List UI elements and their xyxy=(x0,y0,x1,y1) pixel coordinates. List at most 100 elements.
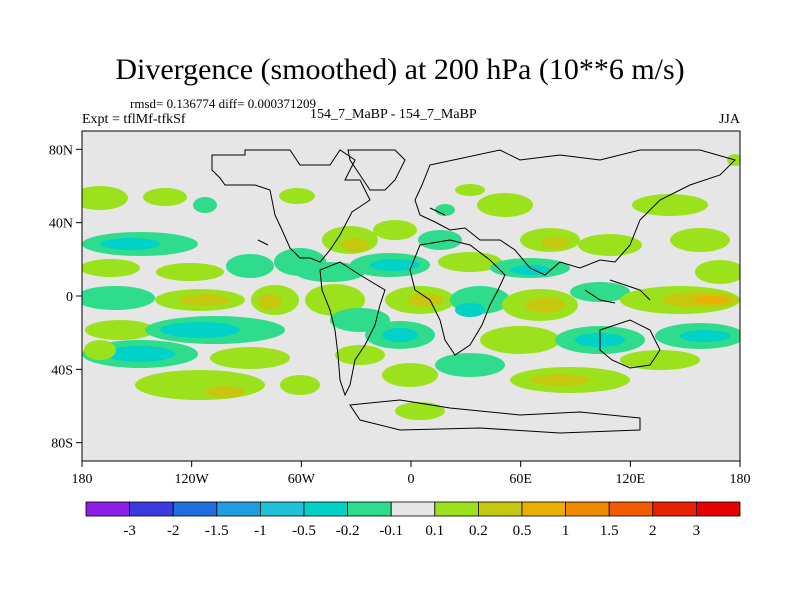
contour-region xyxy=(477,193,533,217)
contour-region xyxy=(455,303,485,317)
colorbar-swatch xyxy=(608,501,654,517)
contour-region xyxy=(341,238,369,252)
runs-label: 154_7_MaBP - 154_7_MaBP xyxy=(310,107,477,122)
contour-region xyxy=(694,296,730,304)
coastline-australia xyxy=(599,319,661,369)
y-tick-label: 80N xyxy=(49,143,73,158)
contour-region xyxy=(570,282,630,302)
colorbar-label: 1 xyxy=(562,523,570,539)
contour-region xyxy=(530,374,590,386)
contour-region xyxy=(135,370,265,400)
colorbar-swatch xyxy=(652,501,697,517)
contour-region xyxy=(305,284,365,316)
contour-region xyxy=(510,265,550,275)
contour-region xyxy=(680,330,730,342)
contour-region xyxy=(205,386,245,398)
x-tick-label: 120W xyxy=(175,472,210,487)
x-tick-label: 0 xyxy=(408,472,415,487)
contour-region xyxy=(525,297,565,313)
colorbar-swatch xyxy=(172,501,218,517)
contour-region xyxy=(180,294,230,306)
contour-region xyxy=(193,197,217,213)
contour-region xyxy=(105,346,175,362)
contour-region xyxy=(156,263,224,281)
contour-region xyxy=(370,259,420,271)
colorbar-label: 0.2 xyxy=(469,523,488,539)
colorbar-swatch xyxy=(434,501,479,517)
axes: 180 120W 60W 0 60E 120E 180 80N 40N 0 40S 80S xyxy=(49,143,751,487)
colorbar-label: -1.5 xyxy=(205,523,229,539)
colorbar-label: -0.2 xyxy=(336,523,360,539)
x-tick-label: 60E xyxy=(509,472,532,487)
experiment-label: Expt = tflMf-tfkSf xyxy=(82,112,186,127)
contour-region xyxy=(100,238,160,250)
contour-region xyxy=(541,237,569,249)
colorbar-label: 0.1 xyxy=(425,523,444,539)
colorbar-swatch xyxy=(347,501,392,517)
colorbar-label: 0.5 xyxy=(513,523,532,539)
contour-region xyxy=(435,353,505,377)
coastline-islands xyxy=(257,207,651,304)
contour-region xyxy=(578,234,642,256)
colorbar-swatch xyxy=(477,501,523,517)
contour-region xyxy=(382,328,418,342)
contour-region xyxy=(82,286,155,310)
contour-region xyxy=(395,402,445,420)
contour-region xyxy=(82,259,140,277)
colorbar-swatch xyxy=(85,501,130,517)
stats-text: rmsd= 0.136774 diff= 0.000371209 xyxy=(130,96,316,111)
contour-region xyxy=(418,230,462,250)
colorbar-label: 2 xyxy=(649,523,657,539)
y-tick-label: 0 xyxy=(66,290,73,305)
coastline-africa xyxy=(409,239,506,356)
coastlines xyxy=(211,149,736,434)
contour-region xyxy=(82,186,128,210)
contour-region xyxy=(85,320,155,340)
coastline-greenland xyxy=(347,149,406,191)
contour-region xyxy=(279,188,315,204)
contour-region xyxy=(435,204,455,216)
y-tick-label: 40S xyxy=(51,363,73,378)
y-tick-label: 80S xyxy=(51,437,73,452)
contour-region xyxy=(258,294,282,310)
contour-region xyxy=(695,260,740,284)
colorbar-swatch xyxy=(216,501,261,517)
contour-region xyxy=(210,347,290,369)
colorbar-label: 3 xyxy=(693,523,701,539)
contour-region xyxy=(160,322,240,338)
colorbar-label: -0.1 xyxy=(379,523,403,539)
season-label: JJA xyxy=(718,112,740,127)
contour-region xyxy=(480,326,560,354)
contour-region xyxy=(143,188,187,206)
contour-region xyxy=(632,194,708,216)
colorbar-label: 1.5 xyxy=(600,523,619,539)
colorbar-swatch xyxy=(390,501,436,517)
colorbar-label: -0.5 xyxy=(292,523,316,539)
colorbar-swatch xyxy=(565,501,610,517)
chart-title: Divergence (smoothed) at 200 hPa (10**6 … xyxy=(115,53,685,86)
colorbar-label: -2 xyxy=(167,523,180,539)
coastline-north-america xyxy=(211,149,371,263)
colorbar-swatch xyxy=(521,501,566,517)
colorbar-swatch xyxy=(259,501,305,517)
x-tick-label: 180 xyxy=(72,472,93,487)
x-tick-label: 120E xyxy=(616,472,646,487)
coastline-antarctica xyxy=(349,399,641,434)
colorbar-label: -3 xyxy=(123,523,136,539)
coastline-south-america xyxy=(319,261,386,397)
colorbar-swatch xyxy=(303,501,348,517)
contour-region xyxy=(455,184,485,196)
colorbar-swatch xyxy=(129,501,174,517)
contour-region xyxy=(280,375,320,395)
contour-region xyxy=(84,340,116,360)
contour-region xyxy=(335,345,385,365)
contour-region xyxy=(670,228,730,252)
y-tick-label: 40N xyxy=(49,217,73,232)
contour-region xyxy=(226,254,274,278)
coastline-eurasia xyxy=(414,149,736,276)
contour-region xyxy=(620,350,700,370)
colorbar: -3 -2 -1.5 -1 -0.5 -0.2 -0.1 0.1 0.2 0.5 1 1.5 2 3 xyxy=(85,501,741,539)
x-tick-label: 180 xyxy=(730,472,751,487)
contour-region xyxy=(382,363,438,387)
